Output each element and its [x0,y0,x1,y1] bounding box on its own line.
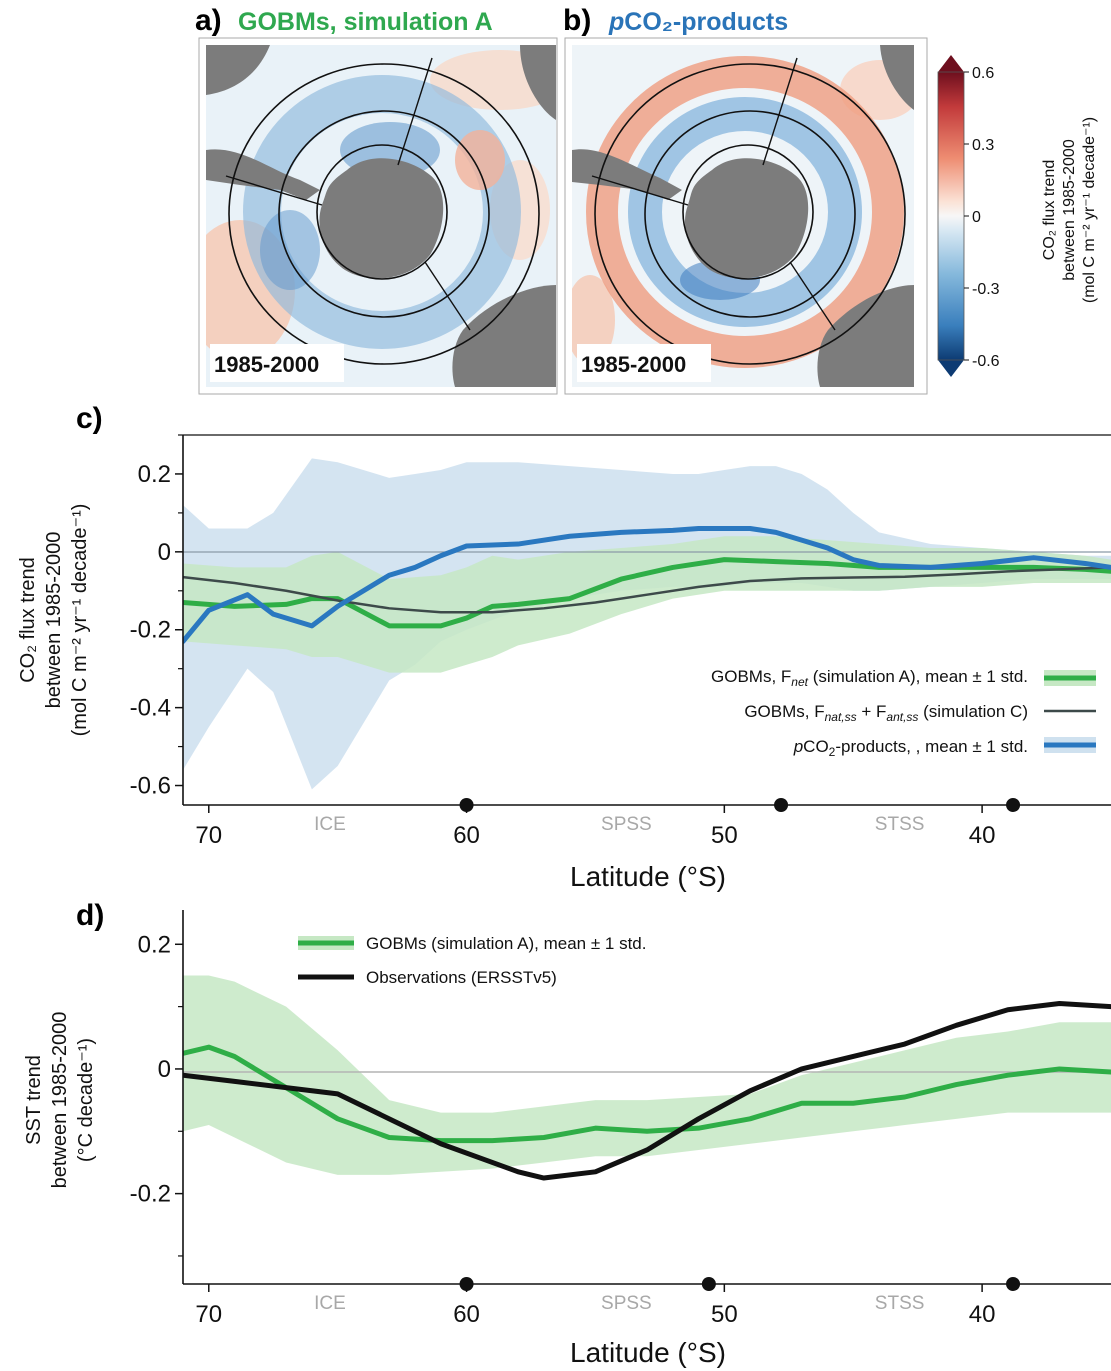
std-band [183,536,1111,673]
series-line [183,525,1111,644]
colorbar-tick: 0.6 [972,65,994,82]
region-label: STSS [875,814,925,835]
y-tick-label: 0.2 [138,461,171,488]
region-label: STSS [875,1293,925,1314]
y-tick-label: -0.2 [130,1181,171,1208]
boundary-marker [701,1277,716,1291]
x-tick-label: 60 [453,822,480,849]
panel-a-title: GOBMs, simulation A [238,8,493,36]
legend-item-pco2: pCO2-products, , mean ± 1 std. [793,737,1028,759]
x-tick-label: 70 [195,822,222,849]
series-line [183,566,1111,614]
legend-d: GOBMs (simulation A), mean ± 1 std. Obse… [298,934,646,987]
colorbar-tick: 0 [972,209,981,226]
std-band [183,975,1111,1175]
region-label: ICE [314,1293,346,1314]
y-tick-label: 0.2 [138,931,171,958]
panel-a-label: a) [195,4,222,37]
colorbar-tick: 0.3 [972,137,994,154]
chart-c: c) 0.2 0 -0.2 -0.4 -0.6 70 60 50 40 ICE SPSS STSS G… [17,402,1111,892]
region-label: ICE [314,814,346,835]
x-tick-label: 60 [453,1301,480,1328]
panel-b-title: pCO₂-products [608,8,788,36]
x-tick-label: 40 [969,1301,996,1328]
x-axis-label-c: Latitude (°S) [570,861,726,892]
panel-c-label: c) [76,402,103,435]
series-line [183,1001,1111,1181]
y-tick-label: -0.6 [130,773,171,800]
chart-d: d) 0.2 0 -0.2 70 60 50 40 ICE SPSS STSS GOBMs (si… [23,899,1111,1368]
region-label: SPSS [601,814,652,835]
x-tick-label: 50 [711,822,738,849]
x-tick-label: 40 [969,822,996,849]
panel-b-period: 1985-2000 [581,352,686,377]
y-axis-label-d-line2: between 1985-2000 [49,1012,71,1189]
std-band [183,458,1111,790]
colorbar-tick: -0.3 [972,281,1000,298]
legend-item-gobm-fnet: GOBMs, Fnet (simulation A), mean ± 1 std… [711,667,1028,689]
boundary-marker [1006,1277,1021,1291]
y-axis-label-c-line1: CO₂ flux trend [17,557,39,683]
y-axis-label-c-line3: (mol C m⁻² yr⁻¹ decade⁻¹) [69,504,91,737]
y-tick-label: -0.4 [130,695,171,722]
boundary-marker [459,798,474,812]
colorbar: 0.6 0.3 0 -0.3 -0.6 CO₂ flux trend betwe… [937,55,1098,377]
panel-a-period: 1985-2000 [214,352,319,377]
x-tick-label: 50 [711,1301,738,1328]
x-axis-label-d: Latitude (°S) [570,1337,726,1368]
y-axis-label-d-line3: (°C decade⁻¹) [75,1038,97,1162]
map-panel-b [572,45,914,387]
y-tick-label: 0 [158,1056,171,1083]
legend-item-observations: Observations (ERSSTv5) [366,968,557,987]
region-label: SPSS [601,1293,652,1314]
map-panel-a [206,45,556,387]
y-tick-label: 0 [158,539,171,566]
boundary-marker [1006,798,1021,812]
series-line [183,1044,1111,1144]
panel-d-label: d) [76,899,104,932]
colorbar-label-line1: CO₂ flux trend [1041,160,1058,260]
boundary-marker [774,798,789,812]
colorbar-label-line2: between 1985-2000 [1061,139,1078,281]
legend-c: GOBMs, Fnet (simulation A), mean ± 1 std… [711,667,1096,759]
colorbar-label-line3: (mol C m⁻² yr⁻¹ decade⁻¹) [1081,117,1098,303]
legend-item-gobm-sst: GOBMs (simulation A), mean ± 1 std. [366,934,646,953]
y-tick-label: -0.2 [130,617,171,644]
panel-b-label: b) [563,4,591,37]
x-tick-label: 70 [195,1301,222,1328]
colorbar-tick: -0.6 [972,353,1000,370]
boundary-marker [459,1277,474,1291]
y-axis-label-d-line1: SST trend [23,1055,45,1145]
legend-item-gobm-fnatss: GOBMs, Fnat,ss + Fant,ss (simulation C) [744,702,1028,724]
y-axis-label-c-line2: between 1985-2000 [43,532,65,709]
